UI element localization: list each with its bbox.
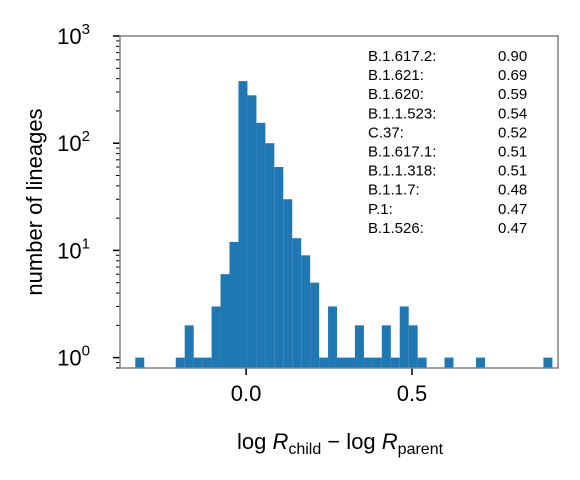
annotation-value: 0.47 — [498, 220, 527, 237]
histogram-bar — [229, 241, 239, 368]
histogram-bar — [220, 274, 230, 368]
y-axis-label: number of lineages — [22, 108, 47, 295]
histogram-bar — [274, 166, 284, 368]
annotation-lineage: B.1.1.7: — [368, 182, 420, 199]
histogram-bar — [337, 357, 347, 368]
annotation-value: 0.54 — [498, 105, 527, 122]
histogram-bar — [292, 238, 302, 368]
annotation-value: 0.48 — [498, 182, 527, 199]
histogram-bar — [408, 325, 418, 368]
annotation-value: 0.90 — [498, 48, 527, 65]
histogram-bars — [135, 81, 553, 369]
annotation-value: 0.51 — [498, 163, 527, 180]
histogram-bar — [328, 306, 338, 368]
annotation-lineage: B.1.620: — [368, 86, 424, 103]
histogram-bar — [184, 325, 194, 368]
histogram-bar — [390, 357, 400, 368]
histogram-bar — [319, 357, 329, 368]
histogram-bar — [202, 357, 212, 368]
y-tick-label: 100 — [57, 343, 90, 371]
annotation-lineage: B.1.617.1: — [368, 144, 436, 161]
histogram-bar — [363, 357, 373, 368]
annotation-value: 0.47 — [498, 201, 527, 218]
y-tick-label: 101 — [57, 235, 90, 263]
histogram-bar — [193, 357, 203, 368]
histogram-bar — [256, 122, 266, 369]
histogram-bar — [354, 325, 364, 368]
histogram-bar — [543, 357, 553, 368]
histogram-bar — [381, 325, 391, 368]
histogram-bar — [265, 143, 275, 368]
histogram-bar — [135, 357, 145, 368]
lineage-annotation: B.1.617.2: 0.90 B.1.621: 0.69 B.1.620: 0.59 B.… — [368, 48, 527, 237]
annotation-lineage: P.1: — [368, 201, 393, 218]
histogram-bar — [476, 357, 486, 368]
histogram-bar — [283, 199, 293, 368]
histogram-bar — [301, 255, 311, 368]
annotation-lineage: B.1.617.2: — [368, 48, 436, 65]
annotation-value: 0.69 — [498, 67, 527, 84]
plot-frame — [119, 35, 559, 369]
histogram-bar — [211, 306, 221, 368]
y-tick-label: 102 — [57, 128, 90, 156]
histogram-bar — [238, 81, 248, 369]
histogram-bar — [444, 357, 454, 368]
x-tick-label: 0.5 — [397, 381, 428, 406]
x-axis-ticks: 0.0 0.5 — [231, 368, 428, 406]
x-axis-label: log Rchild − log Rparent — [237, 429, 444, 458]
histogram-bar — [175, 357, 185, 368]
annotation-value: 0.59 — [498, 86, 527, 103]
annotation-lineage: B.1.1.318: — [368, 163, 436, 180]
histogram-bar — [417, 357, 427, 368]
annotation-lineage: B.1.621: — [368, 67, 424, 84]
histogram-bar — [399, 306, 409, 368]
histogram-bar — [345, 357, 355, 368]
x-tick-label: 0.0 — [231, 381, 262, 406]
annotation-lineage: B.1.526: — [368, 220, 424, 237]
annotation-value: 0.52 — [498, 124, 527, 141]
y-tick-label: 103 — [57, 21, 90, 49]
histogram-bar — [310, 282, 320, 368]
histogram-bar — [372, 357, 382, 368]
annotation-value: 0.51 — [498, 144, 527, 161]
annotation-lineage: C.37: — [368, 124, 404, 141]
histogram-bar — [247, 95, 257, 369]
annotation-lineage: B.1.1.523: — [368, 105, 436, 122]
y-axis-ticks: 100 101 102 103 — [57, 21, 120, 371]
